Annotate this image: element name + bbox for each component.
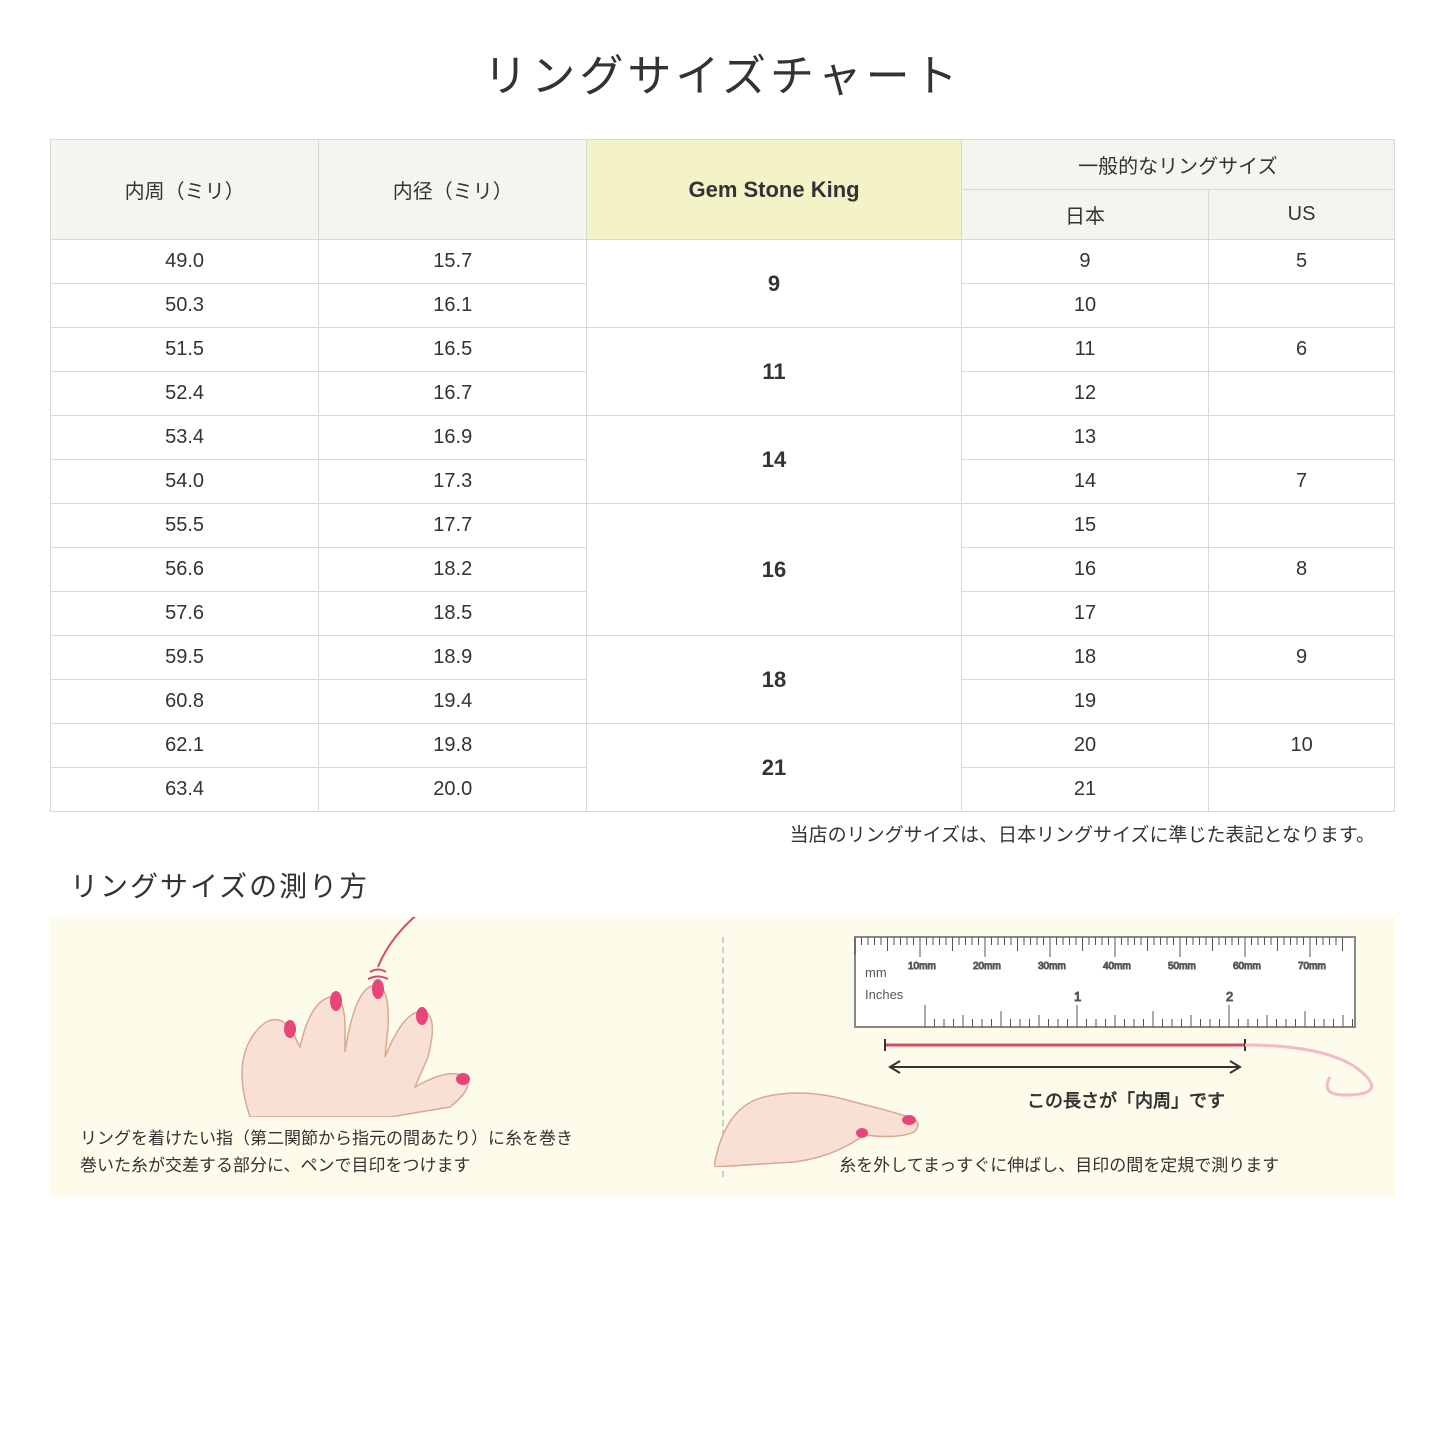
cell-us: 5 (1209, 240, 1395, 284)
cell-circumference: 62.1 (51, 724, 319, 768)
svg-text:70mm: 70mm (1298, 961, 1326, 972)
svg-text:60mm: 60mm (1233, 961, 1261, 972)
arrow-label: この長さが「内周」です (1027, 1087, 1225, 1113)
cell-us (1209, 416, 1395, 460)
svg-text:40mm: 40mm (1103, 961, 1131, 972)
th-circumference: 内周（ミリ） (51, 140, 319, 240)
howto-right: 10mm 20mm 30mm 40mm 50mm 60mm 70mm mm Inches 1… (724, 917, 1396, 1197)
cell-diameter: 18.2 (319, 548, 587, 592)
cell-circumference: 59.5 (51, 636, 319, 680)
cell-us (1209, 372, 1395, 416)
cell-diameter: 19.8 (319, 724, 587, 768)
cell-japan: 21 (961, 768, 1208, 812)
cell-circumference: 54.0 (51, 460, 319, 504)
cell-us (1209, 504, 1395, 548)
cell-diameter: 16.1 (319, 284, 587, 328)
cell-circumference: 52.4 (51, 372, 319, 416)
howto-panel: リングを着けたい指（第二関節から指元の間あたり）に糸を巻き 巻いた糸が交差する部… (50, 917, 1395, 1197)
cell-japan: 11 (961, 328, 1208, 372)
cell-japan: 17 (961, 592, 1208, 636)
svg-text:1: 1 (1074, 989, 1081, 1004)
table-row: 59.518.918189 (51, 636, 1395, 680)
cell-diameter: 17.7 (319, 504, 587, 548)
cell-us: 8 (1209, 548, 1395, 592)
cell-diameter: 18.5 (319, 592, 587, 636)
table-row: 49.015.7995 (51, 240, 1395, 284)
cell-japan: 14 (961, 460, 1208, 504)
th-japan: 日本 (961, 190, 1208, 240)
table-row: 55.517.71615 (51, 504, 1395, 548)
cell-gsk: 11 (587, 328, 961, 416)
cell-circumference: 56.6 (51, 548, 319, 592)
cell-diameter: 20.0 (319, 768, 587, 812)
cell-japan: 20 (961, 724, 1208, 768)
table-row: 51.516.511116 (51, 328, 1395, 372)
cell-circumference: 49.0 (51, 240, 319, 284)
svg-text:2: 2 (1226, 989, 1233, 1004)
cell-japan: 10 (961, 284, 1208, 328)
cell-gsk: 14 (587, 416, 961, 504)
cell-us: 9 (1209, 636, 1395, 680)
cell-us: 7 (1209, 460, 1395, 504)
cell-circumference: 53.4 (51, 416, 319, 460)
cell-circumference: 63.4 (51, 768, 319, 812)
svg-text:10mm: 10mm (908, 961, 936, 972)
th-us: US (1209, 190, 1395, 240)
cell-circumference: 55.5 (51, 504, 319, 548)
cell-diameter: 17.3 (319, 460, 587, 504)
cell-us (1209, 680, 1395, 724)
svg-text:30mm: 30mm (1038, 961, 1066, 972)
page-title: リングサイズチャート (50, 40, 1395, 104)
cell-us: 6 (1209, 328, 1395, 372)
cell-circumference: 60.8 (51, 680, 319, 724)
cell-japan: 13 (961, 416, 1208, 460)
th-gsk: Gem Stone King (587, 140, 961, 240)
left-caption: リングを着けたい指（第二関節から指元の間あたり）に糸を巻き 巻いた糸が交差する部… (80, 1125, 692, 1179)
th-diameter: 内径（ミリ） (319, 140, 587, 240)
svg-text:20mm: 20mm (973, 961, 1001, 972)
cell-diameter: 19.4 (319, 680, 587, 724)
svg-text:Inches: Inches (865, 987, 904, 1002)
howto-title: リングサイズの測り方 (50, 865, 1395, 905)
table-row: 53.416.91413 (51, 416, 1395, 460)
th-general: 一般的なリングサイズ (961, 140, 1394, 190)
cell-diameter: 16.7 (319, 372, 587, 416)
cell-us (1209, 768, 1395, 812)
ring-size-table: 内周（ミリ） 内径（ミリ） Gem Stone King 一般的なリングサイズ … (50, 139, 1395, 812)
cell-gsk: 9 (587, 240, 961, 328)
svg-text:50mm: 50mm (1168, 961, 1196, 972)
cell-circumference: 50.3 (51, 284, 319, 328)
cell-us (1209, 284, 1395, 328)
cell-diameter: 15.7 (319, 240, 587, 284)
cell-gsk: 16 (587, 504, 961, 636)
table-row: 62.119.8212010 (51, 724, 1395, 768)
cell-japan: 19 (961, 680, 1208, 724)
cell-us (1209, 592, 1395, 636)
right-caption: 糸を外してまっすぐに伸ばし、目印の間を定規で測ります (754, 1152, 1366, 1179)
hand-thread-illustration (190, 917, 530, 1117)
cell-japan: 12 (961, 372, 1208, 416)
cell-gsk: 18 (587, 636, 961, 724)
cell-gsk: 21 (587, 724, 961, 812)
cell-us: 10 (1209, 724, 1395, 768)
svg-text:mm: mm (865, 965, 887, 980)
cell-japan: 9 (961, 240, 1208, 284)
cell-diameter: 16.5 (319, 328, 587, 372)
cell-japan: 15 (961, 504, 1208, 548)
cell-circumference: 51.5 (51, 328, 319, 372)
cell-diameter: 18.9 (319, 636, 587, 680)
table-note: 当店のリングサイズは、日本リングサイズに準じた表記となります。 (50, 820, 1395, 847)
cell-circumference: 57.6 (51, 592, 319, 636)
cell-japan: 16 (961, 548, 1208, 592)
cell-diameter: 16.9 (319, 416, 587, 460)
howto-left: リングを着けたい指（第二関節から指元の間あたり）に糸を巻き 巻いた糸が交差する部… (50, 917, 722, 1197)
cell-japan: 18 (961, 636, 1208, 680)
